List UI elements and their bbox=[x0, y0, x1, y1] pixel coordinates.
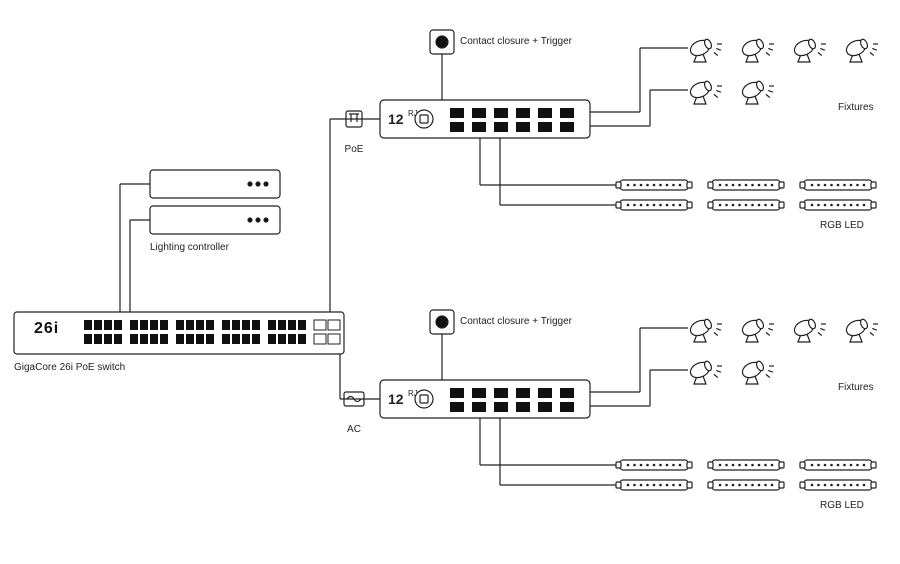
svg-text:PoE: PoE bbox=[345, 144, 364, 155]
svg-text:RGB LED: RGB LED bbox=[820, 220, 864, 231]
svg-text:Contact closure + Trigger: Contact closure + Trigger bbox=[460, 36, 573, 47]
diagram-canvas: Contact closure + Trigger12RJ45FixturesR… bbox=[0, 0, 900, 564]
svg-text:Fixtures: Fixtures bbox=[838, 382, 874, 393]
svg-text:GigaCore 26i PoE switch: GigaCore 26i PoE switch bbox=[14, 362, 125, 373]
svg-text:AC: AC bbox=[347, 424, 361, 435]
svg-text:Fixtures: Fixtures bbox=[838, 102, 874, 113]
svg-text:12: 12 bbox=[388, 391, 404, 407]
switch-model-label: 26i bbox=[34, 320, 59, 338]
svg-text:Contact closure + Trigger: Contact closure + Trigger bbox=[460, 316, 573, 327]
svg-text:Lighting controller: Lighting controller bbox=[150, 242, 230, 253]
svg-text:12: 12 bbox=[388, 111, 404, 127]
svg-text:RGB LED: RGB LED bbox=[820, 500, 864, 511]
